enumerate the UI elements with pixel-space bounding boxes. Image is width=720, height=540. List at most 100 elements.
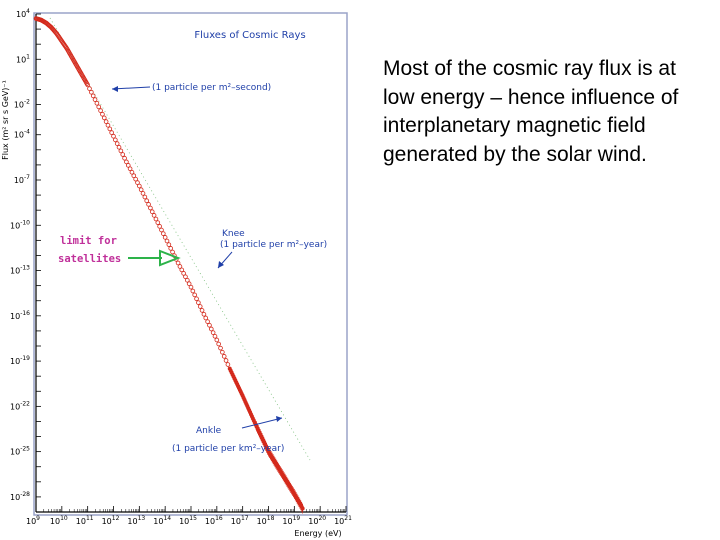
data-point (181, 271, 186, 276)
x-tick-label: 1010 (50, 515, 68, 526)
x-tick-label: 1016 (205, 515, 223, 526)
data-point (175, 260, 181, 266)
data-point (138, 187, 144, 193)
data-point (94, 100, 100, 106)
data-point (151, 213, 157, 218)
data-point (107, 126, 113, 132)
data-point (120, 152, 126, 157)
data-point (114, 141, 120, 146)
y-axis-label: Flux (m² sr s GeV)⁻¹ (1, 80, 10, 160)
data-point (192, 292, 197, 298)
data-point (183, 274, 188, 280)
data-point (101, 115, 107, 121)
data-point (207, 323, 212, 328)
data-point (149, 209, 155, 214)
x-axis-label: Energy (eV) (294, 529, 341, 538)
y-tick-label: 10-10 (10, 219, 30, 230)
annot-arrowhead-m2s (112, 86, 118, 92)
limit-text-line2: satellites (58, 253, 121, 265)
data-point (118, 148, 124, 154)
data-point (157, 224, 162, 229)
data-point (131, 173, 137, 178)
x-tick-label: 1020 (308, 515, 326, 526)
annot-m2s: (1 particle per m²–second) (152, 83, 271, 93)
x-tick-label: 1018 (257, 515, 275, 526)
data-point (164, 238, 170, 244)
chart-title: Fluxes of Cosmic Rays (194, 30, 305, 41)
data-point (201, 312, 207, 317)
annot-arrowhead-ankle (276, 416, 282, 422)
data-point (125, 163, 131, 168)
data-point (90, 93, 96, 99)
annot-knee-sub: (1 particle per m²–year) (220, 240, 327, 250)
description-text: Most of the cosmic ray flux is at low en… (383, 57, 679, 166)
plot-frame (33, 12, 348, 516)
y-tick-label: 104 (16, 8, 30, 19)
annot-arrowhead-knee (218, 261, 224, 268)
data-point (188, 284, 194, 290)
data-point (109, 130, 114, 135)
limit-arrowhead (159, 249, 181, 267)
data-point (161, 231, 166, 236)
data-point (177, 264, 183, 269)
limit-text-line1: limit for (60, 235, 117, 247)
data-point (194, 296, 199, 302)
data-point (96, 104, 102, 110)
y-tick-label: 10-19 (10, 355, 30, 366)
guide-line (49, 17, 311, 461)
annot-ankle-sub: (1 particle per km²–year) (172, 444, 284, 454)
data-point (179, 267, 185, 273)
data-point (113, 137, 118, 143)
data-point (186, 281, 192, 286)
data-point (203, 315, 209, 321)
x-tick-label: 1014 (153, 515, 171, 526)
y-tick-label: 10-13 (10, 265, 30, 276)
data-point (103, 119, 109, 124)
data-point (111, 133, 116, 139)
data-point (92, 97, 98, 102)
data-point (196, 300, 201, 305)
data-point (162, 235, 168, 240)
data-point (155, 220, 161, 225)
x-tick-label: 1011 (76, 515, 94, 526)
x-tick-label: 1017 (231, 515, 249, 526)
data-point (216, 341, 221, 347)
annot-ankle-title: Ankle (196, 426, 222, 436)
data-point (124, 159, 129, 165)
data-point (135, 180, 140, 185)
x-tick-label: 1021 (334, 515, 352, 526)
data-point (221, 354, 227, 359)
data-point (185, 277, 190, 283)
data-point (199, 308, 205, 313)
data-point (190, 288, 196, 294)
annot-arrow-ankle (241, 417, 283, 429)
y-tick-label: 101 (16, 53, 30, 64)
data-point (116, 144, 122, 150)
data-point (197, 304, 203, 309)
x-tick-label: 109 (26, 515, 40, 526)
y-tick-label: 10-7 (14, 174, 30, 185)
data-point (148, 205, 153, 211)
x-tick-label: 1012 (102, 515, 120, 526)
data-point (214, 337, 220, 343)
cosmic-ray-flux-chart: 104 101 10-2 10-4 10-7 10-10 10-13 10-16 10-19 10… (1, 8, 352, 538)
data-point (146, 202, 151, 207)
y-tick-label: 10-25 (10, 446, 30, 457)
data-point (223, 358, 229, 363)
data-point (170, 249, 175, 255)
y-tick-label: 10-22 (10, 400, 30, 411)
data-point (85, 82, 90, 88)
data-point (153, 216, 159, 222)
data-point (220, 349, 225, 355)
data-point (205, 319, 210, 324)
data-point (144, 198, 150, 203)
data-point (168, 246, 174, 251)
data-point (100, 111, 105, 117)
data-point (133, 176, 138, 182)
data-point (98, 108, 103, 113)
data-point (225, 362, 231, 367)
data-point (129, 169, 135, 175)
data-point (166, 242, 172, 247)
data-point (140, 191, 146, 196)
data-point (210, 330, 216, 335)
